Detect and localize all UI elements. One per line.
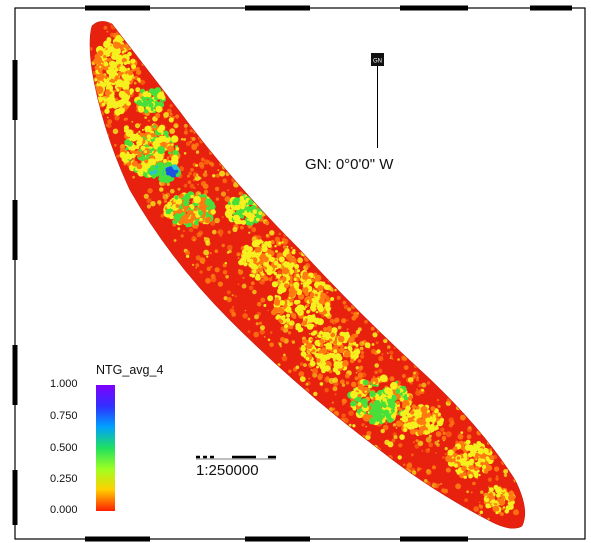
legend-title: NTG_avg_4 (96, 363, 163, 377)
north-badge (371, 53, 384, 66)
legend: NTG_avg_4 1.000 0.750 0.500 0.250 0.000 (50, 363, 163, 516)
north-arrow: GN GN: 0°0'0" W (305, 53, 394, 173)
scale-bar-label: 1:250000 (196, 462, 259, 479)
body-outline (89, 21, 526, 529)
north-arrow-label: GN: 0°0'0" W (305, 156, 394, 173)
scale-bar: 1:250000 (196, 455, 276, 479)
north-badge-text: GN (373, 59, 382, 65)
property-patches (93, 34, 516, 515)
legend-tick: 0.750 (50, 410, 78, 422)
legend-tick: 0.500 (50, 442, 78, 454)
legend-tick: 0.250 (50, 473, 78, 485)
frame-ticks (12, 5, 572, 542)
legend-colorbar (96, 385, 115, 511)
legend-tick: 1.000 (50, 378, 78, 390)
legend-tick: 0.000 (50, 504, 78, 516)
